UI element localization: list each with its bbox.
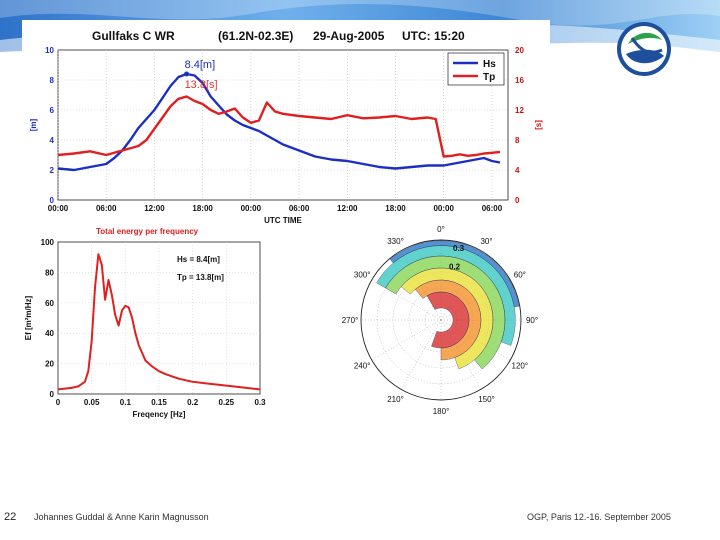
polar-radial-label: 0.2 [449,262,461,271]
spec-y-tick-label: 100 [41,238,55,247]
spec-x-tick-label: 0.3 [254,398,266,407]
ts-annotation-hs: 8.4[m] [185,59,216,71]
ts-y-left-tick-label: 8 [50,76,55,85]
polar-angle-label: 210° [387,395,404,404]
ts-peak-marker [184,71,190,77]
ts-title-time: UTC: 15:20 [402,29,465,43]
ts-y-left-tick-label: 6 [50,106,55,115]
ts-x-label: UTC TIME [264,216,302,225]
ts-x-tick-label: 12:00 [144,204,165,213]
slide-number: 22 [4,511,17,523]
ts-y-left-tick-label: 2 [50,166,55,175]
spec-title: Total energy per frequency [96,227,199,236]
ts-axes-box [57,49,509,201]
spectrum-plot: 0 0.05 0.1 0.15 0.2 0.25 0.3 0 20 40 60 80 100 Freqen… [24,238,266,419]
spec-y-tick-label: 40 [45,329,54,338]
polar-angle-label: 90° [526,316,538,325]
timeseries-plot: 00:00 06:00 12:00 18:00 00:00 06:00 12:00 18:00… [29,46,543,225]
spec-x-tick-label: 0.15 [151,398,167,407]
ts-title-position: (61.2N-02.3E) [218,29,293,43]
polar-energy-band [426,291,470,349]
footer-authors: Johannes Guddal & Anne Karin Magnusson [34,512,209,522]
ts-y-left-label: [m] [29,118,38,131]
series-line-tp [57,95,501,158]
ts-x-tick-label: 06:00 [482,204,503,213]
spec-x-tick-label: 0.05 [84,398,100,407]
polar-angle-label: 180° [433,407,450,416]
polar-angle-label: 120° [512,362,529,371]
ts-x-tick-label: 00:00 [433,204,454,213]
spec-y-tick-label: 20 [45,360,54,369]
polar-angle-label: 270° [342,316,359,325]
spec-x-tick-label: 0.1 [120,398,132,407]
spec-y-label: Ef [m²m/Hz] [24,295,33,340]
polar-angle-label: 300° [354,271,371,280]
spec-x-label: Freqency [Hz] [133,410,186,419]
ts-x-tick-label: 18:00 [385,204,406,213]
spec-annotation-tp: Tp = 13.8[m] [177,273,224,282]
ts-y-left-tick-label: 10 [45,46,54,55]
ts-x-tick-label: 06:00 [289,204,310,213]
ts-y-right-tick-label: 8 [515,136,520,145]
ts-annotation-tp: 13.8[s] [185,79,218,91]
ts-y-right-tick-label: 0 [515,196,520,205]
polar-angle-label: 330° [387,237,404,246]
ts-title-main: Gullfaks C WR [92,29,175,43]
footer-event: OGP, Paris 12.-16. September 2005 [527,512,671,522]
spec-y-tick-label: 60 [45,299,54,308]
ts-legend-box [447,52,505,86]
ts-y-right-tick-label: 4 [515,166,520,175]
series-line-ef [57,253,261,391]
ts-y-left-tick-label: 0 [50,196,55,205]
polar-angle-label: 0° [437,225,445,234]
polar-angle-label: 240° [354,362,371,371]
globe-logo-icon [617,22,671,76]
series-line-hs [57,72,501,172]
ts-y-right-label: [s] [534,120,543,130]
polar-angle-label: 60° [514,271,526,280]
spec-y-tick-label: 0 [50,390,55,399]
spec-x-tick-label: 0.25 [219,398,235,407]
polar-radial-label: 0.3 [453,244,465,253]
ts-y-left-tick-label: 4 [50,136,55,145]
legend-label-hs: Hs [483,59,496,70]
ts-x-tick-label: 12:00 [337,204,358,213]
ts-title-date: 29-Aug-2005 [313,29,385,43]
polar-spoke [400,319,442,390]
spec-x-tick-label: 0.2 [187,398,199,407]
spec-y-tick-label: 80 [45,268,54,277]
ts-y-right-tick-label: 20 [515,46,524,55]
ts-x-tick-label: 00:00 [48,204,69,213]
ts-y-right-tick-label: 12 [515,106,524,115]
legend-label-tp: Tp [483,72,495,83]
polar-angle-label: 30° [480,237,492,246]
ts-x-tick-label: 18:00 [192,204,213,213]
ts-y-right-tick-label: 16 [515,76,524,85]
spec-x-tick-label: 0 [56,398,61,407]
polar-spoke [371,319,442,361]
directional-spectrum-plot: 0° 30° 60° 90° 120° 150° 180° 210° 240° 270° 300° 3… [342,225,538,416]
ts-x-tick-label: 00:00 [241,204,262,213]
spec-annotation-hs: Hs = 8.4[m] [177,255,220,264]
polar-angle-label: 150° [478,395,495,404]
ts-x-tick-label: 06:00 [96,204,117,213]
